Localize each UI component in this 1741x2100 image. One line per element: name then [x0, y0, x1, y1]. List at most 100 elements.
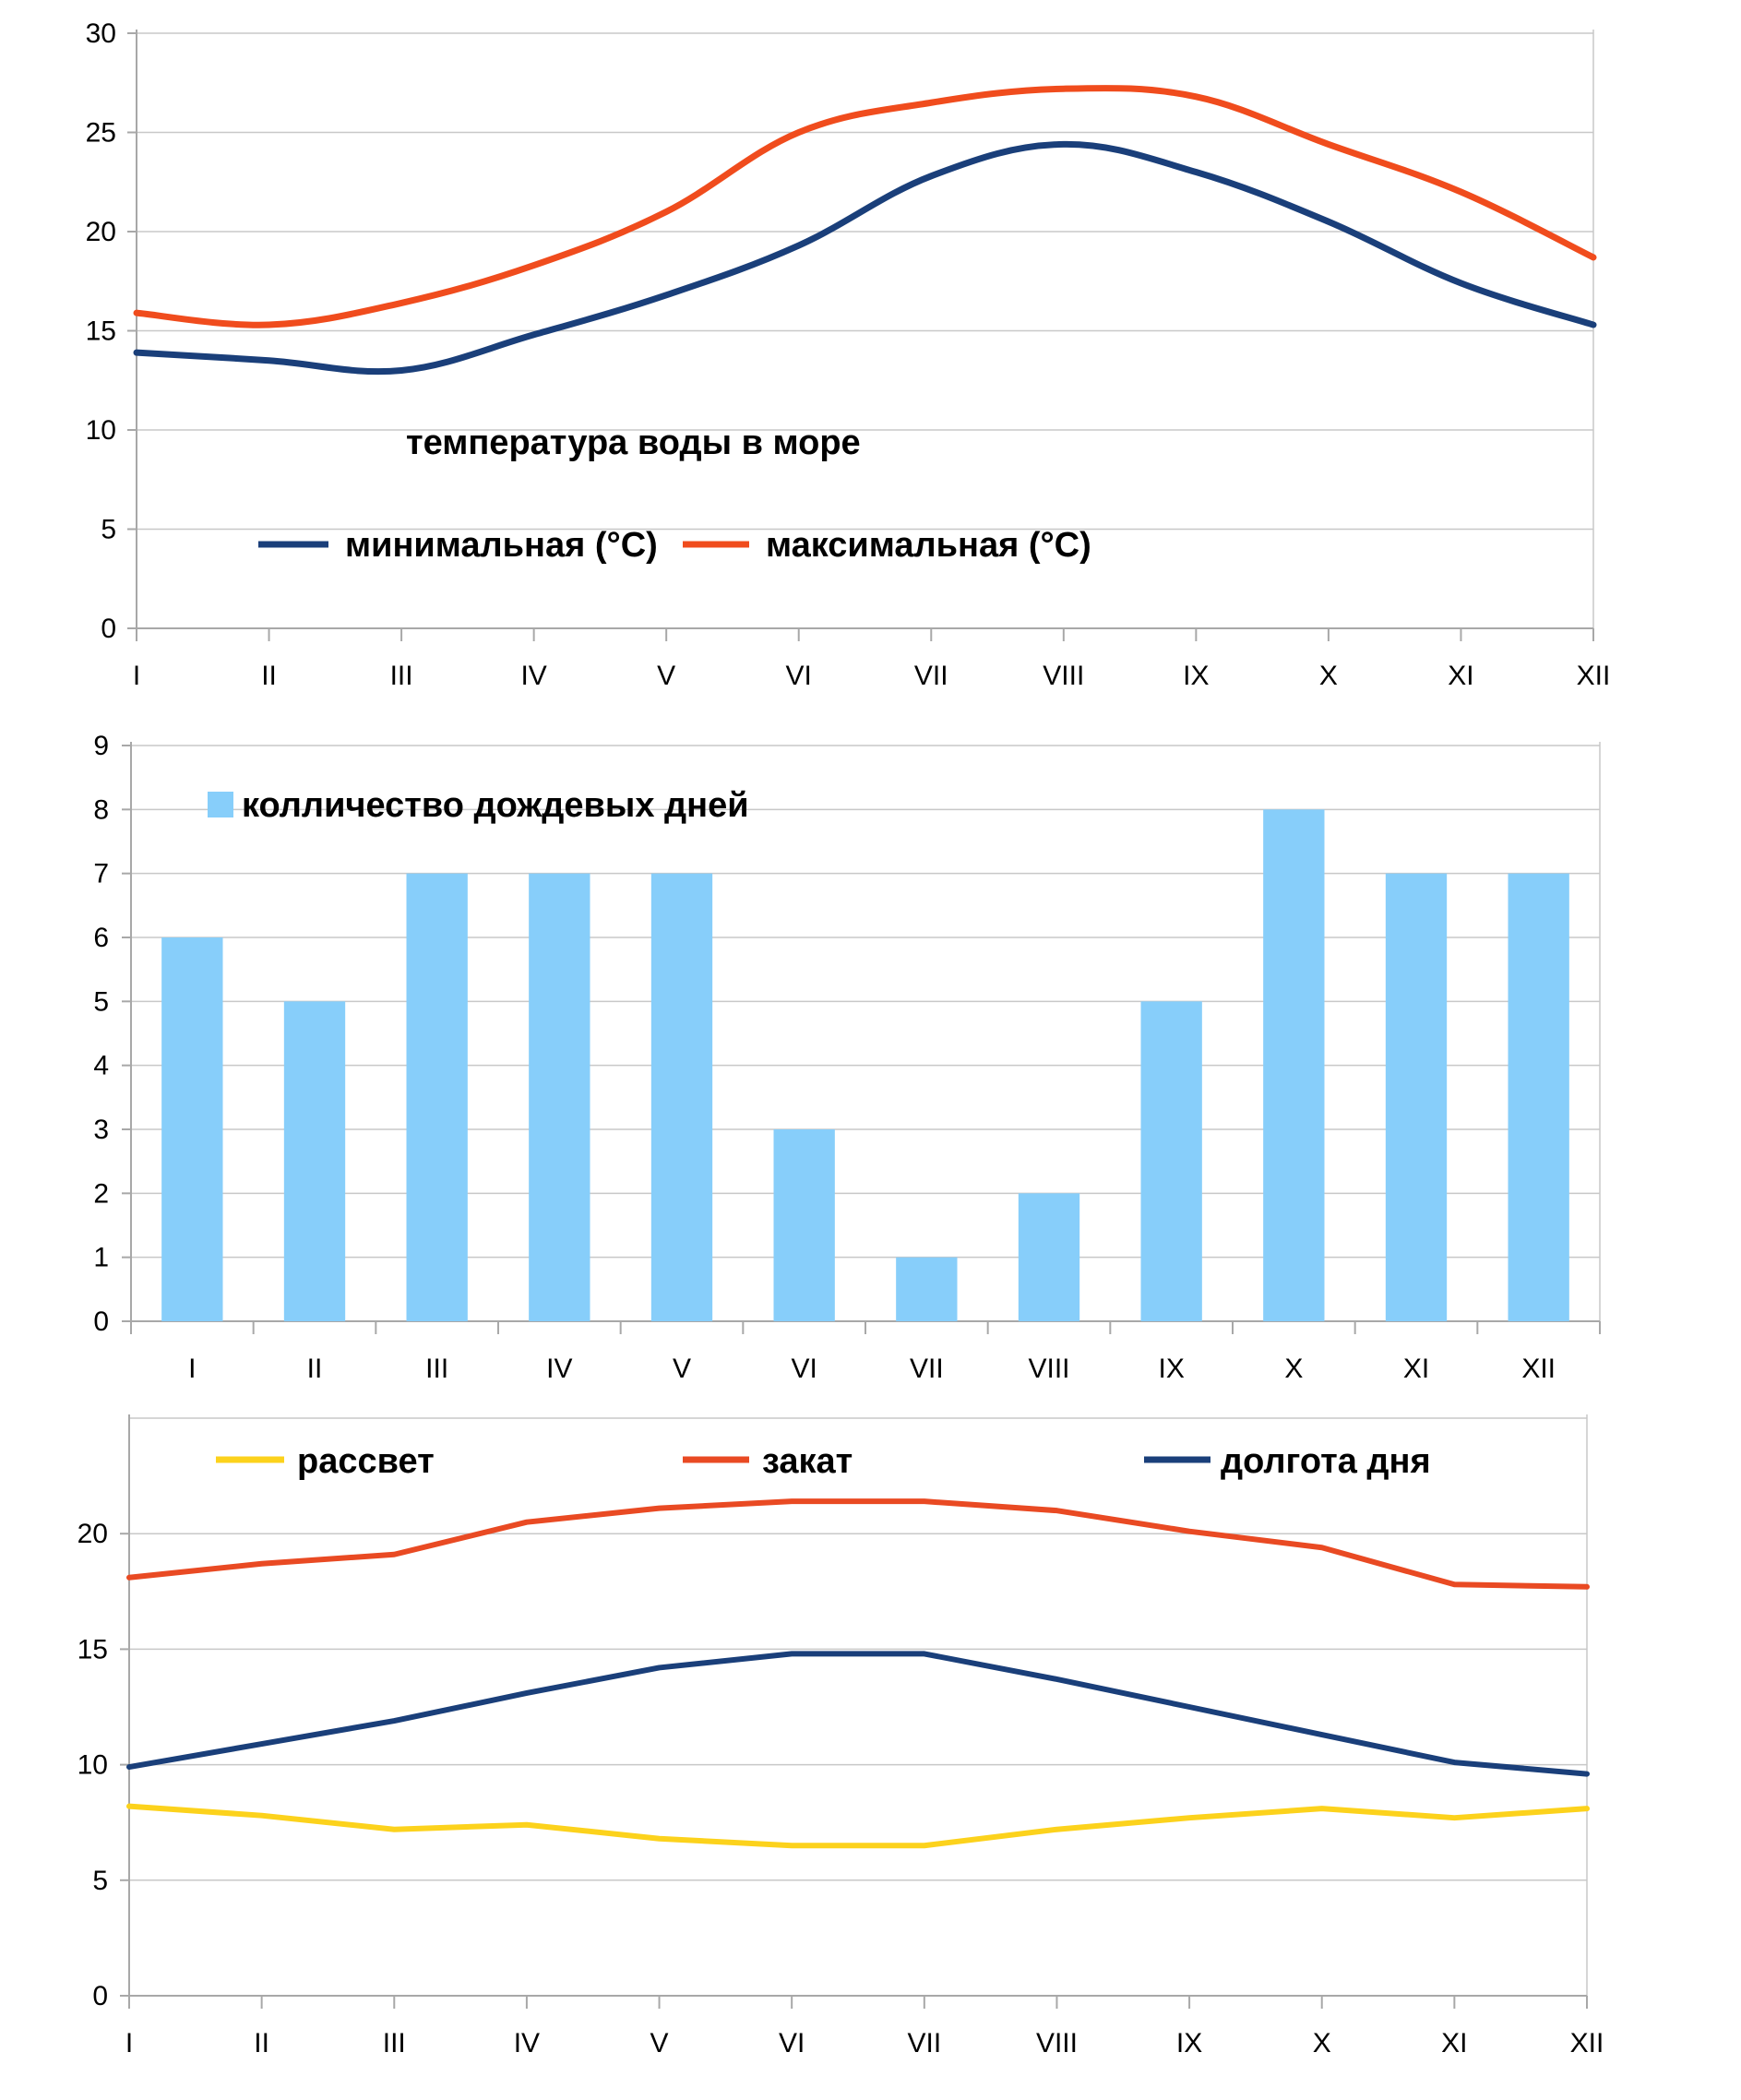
data-point — [666, 294, 667, 295]
x-tick-label: IX — [1176, 2028, 1202, 2058]
x-tick-label: II — [261, 661, 277, 691]
x-tick-label: IV — [514, 2028, 540, 2058]
data-point — [129, 1806, 130, 1807]
x-tick-label: XI — [1403, 1354, 1429, 1384]
data-point — [526, 1692, 527, 1693]
x-tick-label: II — [254, 2028, 269, 2058]
bar-IV — [529, 874, 590, 1321]
data-point — [666, 211, 667, 212]
legend-entry: максимальная (°C) — [683, 526, 1091, 565]
data-point — [792, 1653, 793, 1654]
legend-entry: закат — [683, 1442, 853, 1481]
legend-label: максимальная (°C) — [766, 526, 1091, 565]
x-tick-label: IV — [546, 1354, 572, 1384]
bar-XI — [1386, 874, 1447, 1321]
bar-III — [407, 874, 468, 1321]
legend-entry: долгота дня — [1144, 1442, 1431, 1481]
x-tick-label: IX — [1158, 1354, 1184, 1384]
x-tick-label: V — [657, 661, 675, 691]
legend-label: минимальная (°C) — [345, 526, 658, 565]
x-tick-label: XI — [1448, 661, 1473, 691]
data-point — [792, 1845, 793, 1846]
series-line-3 — [129, 1653, 1587, 1773]
y-tick-label: 30 — [86, 18, 116, 49]
y-tick-label: 5 — [92, 1866, 108, 1896]
data-point — [931, 175, 932, 176]
y-tick-label: 9 — [93, 731, 109, 761]
y-tick-label: 0 — [93, 1307, 109, 1337]
data-point — [401, 303, 402, 304]
x-tick-label: V — [650, 2028, 669, 2058]
x-tick-label: I — [125, 2028, 133, 2058]
data-point — [1321, 1547, 1322, 1548]
x-tick-label: VII — [907, 2028, 941, 2058]
legend-entry: рассвет — [216, 1442, 435, 1481]
data-point — [659, 1508, 660, 1509]
y-tick-label: 5 — [93, 986, 109, 1017]
x-tick-label: XII — [1521, 1354, 1556, 1384]
x-tick-label: II — [307, 1354, 323, 1384]
data-point — [526, 1824, 527, 1825]
y-tick-label: 10 — [78, 1750, 108, 1781]
bar-VIII — [1019, 1193, 1079, 1321]
data-point — [792, 1501, 793, 1502]
y-tick-label: 5 — [101, 515, 116, 545]
x-tick-label: IV — [520, 661, 546, 691]
data-point — [268, 360, 269, 361]
data-point — [1593, 325, 1594, 326]
y-tick-label: 3 — [93, 1115, 109, 1145]
y-tick-label: 15 — [78, 1634, 108, 1664]
data-point — [1328, 144, 1329, 145]
x-tick-label: III — [390, 661, 413, 691]
x-tick-label: X — [1319, 661, 1338, 691]
y-tick-label: 1 — [93, 1243, 109, 1273]
data-point — [798, 245, 799, 246]
x-tick-label: VII — [910, 1354, 944, 1384]
chart-title: температура воды в море — [406, 424, 861, 462]
bar-IX — [1141, 1001, 1202, 1321]
y-tick-label: 0 — [92, 1981, 108, 2011]
y-tick-label: 15 — [86, 316, 116, 347]
x-tick-label: XII — [1577, 661, 1611, 691]
bar-XII — [1508, 874, 1569, 1321]
y-tick-label: 7 — [93, 859, 109, 889]
data-point — [659, 1838, 660, 1839]
bar-VI — [774, 1129, 835, 1321]
data-point — [1063, 144, 1064, 145]
x-tick-label: X — [1313, 2028, 1331, 2058]
y-tick-label: 6 — [93, 923, 109, 953]
legend-label: долгота дня — [1221, 1442, 1431, 1481]
data-point — [261, 1744, 262, 1745]
data-point — [394, 1829, 395, 1830]
data-point — [1056, 1510, 1057, 1511]
legend-entry: колличество дождевых дней — [208, 786, 749, 825]
data-point — [798, 132, 799, 133]
data-point — [1587, 1808, 1588, 1809]
x-tick-label: XII — [1570, 2028, 1604, 2058]
y-tick-label: 2 — [93, 1178, 109, 1209]
data-point — [394, 1721, 395, 1722]
x-tick-label: X — [1284, 1354, 1303, 1384]
data-point — [401, 370, 402, 371]
y-tick-label: 20 — [86, 217, 116, 247]
legend-entry: минимальная (°C) — [258, 526, 658, 565]
data-point — [1321, 1735, 1322, 1736]
x-tick-label: XI — [1441, 2028, 1467, 2058]
bar-II — [284, 1001, 345, 1321]
legend-label: закат — [762, 1442, 853, 1481]
data-point — [1587, 1586, 1588, 1587]
data-point — [1056, 1678, 1057, 1679]
x-tick-label: VI — [791, 1354, 817, 1384]
x-tick-label: VIII — [1043, 661, 1084, 691]
data-point — [1056, 1829, 1057, 1830]
x-tick-label: VI — [786, 661, 812, 691]
y-tick-label: 20 — [78, 1519, 108, 1549]
data-point — [1454, 1584, 1455, 1585]
data-point — [533, 334, 534, 335]
data-point — [129, 1577, 130, 1578]
legend-label: колличество дождевых дней — [242, 786, 749, 825]
x-tick-label: VIII — [1036, 2028, 1078, 2058]
